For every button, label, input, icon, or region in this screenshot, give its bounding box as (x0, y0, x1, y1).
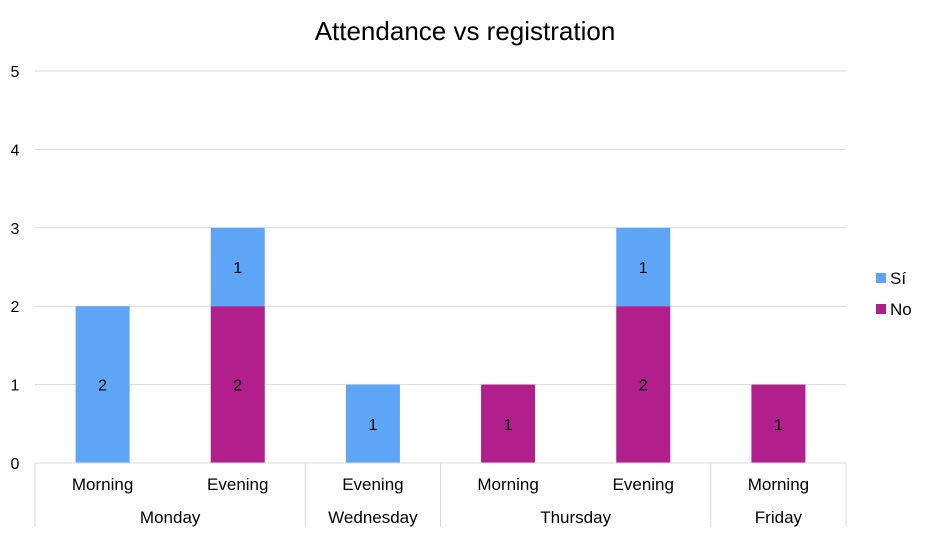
x-tick-label: Evening (342, 475, 403, 494)
x-group-label: Thursday (540, 508, 611, 527)
chart-title: Attendance vs registration (315, 16, 616, 46)
bar-no (481, 384, 536, 463)
legend-label: No (890, 300, 912, 319)
x-tick-label: Morning (748, 475, 809, 494)
y-axis: 0 1 2 3 4 5 (11, 64, 20, 473)
legend-swatch (876, 273, 886, 283)
bar-no (616, 306, 671, 463)
y-tick-label: 2 (11, 299, 20, 316)
data-label: 1 (368, 417, 377, 434)
bar-si (210, 227, 265, 307)
data-label: 1 (504, 417, 513, 434)
x-group-label: Friday (755, 508, 803, 527)
x-group-label: Monday (140, 508, 201, 527)
gridlines (35, 70, 846, 386)
y-tick-label: 5 (11, 64, 20, 81)
data-label: 2 (98, 378, 107, 395)
bar-si (345, 384, 400, 463)
bar-si (75, 306, 130, 463)
data-label: 1 (639, 260, 648, 277)
legend: Sí No (876, 269, 912, 319)
bar-no (210, 306, 265, 463)
y-tick-label: 1 (11, 378, 20, 395)
x-axis: Morning Evening Evening Morning Evening Morni… (34, 462, 847, 527)
bars: 2 2 1 1 1 2 1 1 (75, 227, 806, 463)
data-label: 1 (233, 260, 242, 277)
bar-si (616, 227, 671, 307)
bar-no (751, 384, 806, 463)
x-tick-label: Evening (613, 475, 674, 494)
legend-label: Sí (890, 269, 906, 288)
y-tick-label: 0 (11, 456, 20, 473)
data-label: 2 (233, 378, 242, 395)
x-tick-label: Morning (477, 475, 538, 494)
data-label: 1 (774, 417, 783, 434)
x-tick-label: Evening (207, 475, 268, 494)
x-group-label: Wednesday (328, 508, 418, 527)
y-tick-label: 3 (11, 221, 20, 238)
x-tick-label: Morning (72, 475, 133, 494)
legend-swatch (876, 304, 886, 314)
data-label: 2 (639, 378, 648, 395)
y-tick-label: 4 (11, 142, 20, 159)
